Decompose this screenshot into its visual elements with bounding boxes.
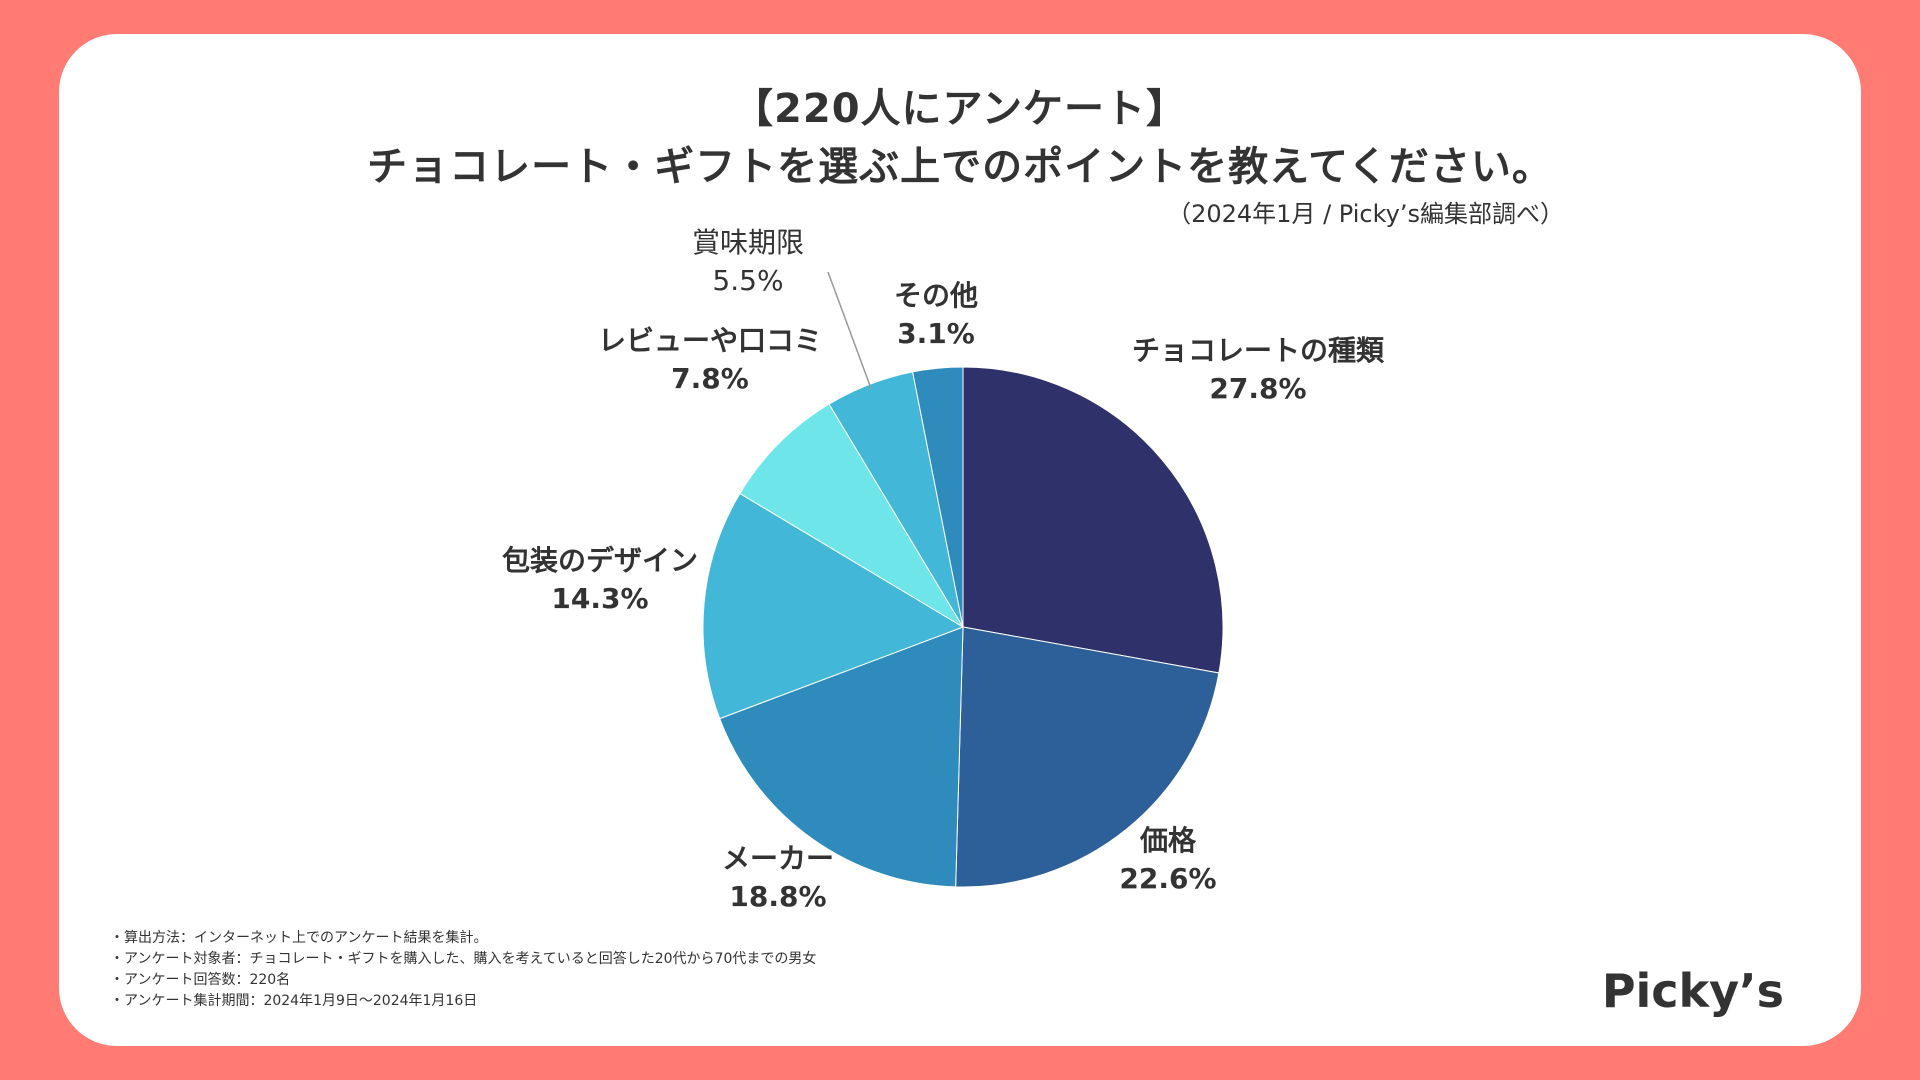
slice-label: 包装のデザイン (502, 544, 698, 577)
slice-label: 価格 (1139, 824, 1197, 857)
leader-line (827, 271, 872, 390)
note-line: ・算出方法：インターネット上でのアンケート結果を集計。 (110, 930, 488, 946)
survey-notes: ・算出方法：インターネット上でのアンケート結果を集計。 ・アンケート対象者：チョ… (110, 928, 816, 1012)
slice-label: レビューや口コミ (598, 324, 822, 357)
chart-title-line2: チョコレート・ギフトを選ぶ上でのポイントを教えてください。 (367, 144, 1553, 190)
slice-value-label: 18.8% (729, 880, 826, 913)
slice-label: 賞味期限 (692, 226, 804, 259)
slice-value-label: 27.8% (1209, 372, 1306, 405)
slice-value-label: 5.5% (712, 264, 783, 297)
source-note: （2024年1月 / Picky’s編集部調べ） (1167, 200, 1564, 228)
slice-value-label: 7.8% (671, 362, 749, 395)
slice-value-label: 14.3% (551, 582, 648, 615)
pie-labels: チョコレートの種類 27.8% 価格 22.6% メーカー 18.8% 包装のデザイン 14.… (502, 226, 1385, 913)
pie-slice (912, 366, 964, 628)
note-line: ・アンケート回答数：220名 (110, 972, 291, 988)
slice-label: チョコレートの種類 (1132, 334, 1385, 367)
pickys-logo: Picky’s (1601, 964, 1784, 1018)
note-line: ・アンケート対象者：チョコレート・ギフトを購入した、購入を考えていると回答した2… (110, 951, 817, 967)
chart-title-line1: 【220人にアンケート】 (733, 86, 1187, 132)
pie-slices (702, 366, 1224, 888)
slice-label: メーカー (722, 842, 834, 875)
slice-value-label: 22.6% (1119, 862, 1216, 895)
pie-slice (962, 366, 1224, 674)
pie-slice (739, 403, 964, 628)
note-line: ・アンケート集計期間：2024年1月9日〜2024年1月16日 (110, 993, 478, 1009)
pie-slice (702, 492, 965, 720)
slice-value-label: 3.1% (897, 317, 975, 350)
pie-slice (719, 626, 964, 888)
pie-slice (955, 626, 1220, 888)
slice-label: その他 (894, 279, 978, 312)
